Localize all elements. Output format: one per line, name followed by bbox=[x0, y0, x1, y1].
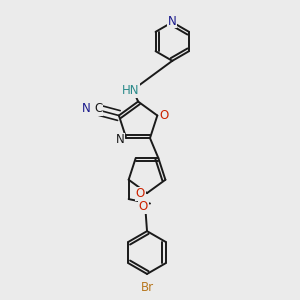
Text: C: C bbox=[94, 102, 102, 115]
Text: N: N bbox=[168, 15, 177, 28]
Text: O: O bbox=[139, 200, 148, 213]
Text: N: N bbox=[82, 102, 91, 115]
Text: Br: Br bbox=[140, 281, 154, 294]
Text: O: O bbox=[159, 109, 169, 122]
Text: HN: HN bbox=[122, 84, 140, 97]
Text: O: O bbox=[136, 188, 145, 200]
Text: N: N bbox=[116, 133, 125, 146]
